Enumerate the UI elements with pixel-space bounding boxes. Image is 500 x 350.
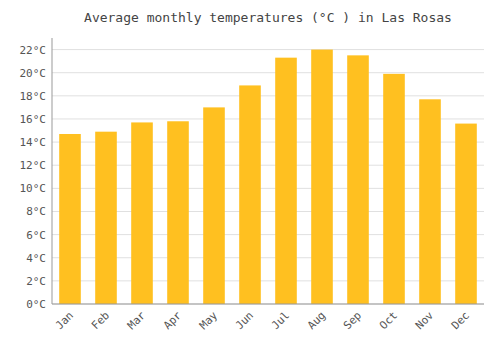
grid-line xyxy=(52,72,484,73)
y-tick-label: 16°C xyxy=(20,113,47,126)
bars xyxy=(59,50,477,304)
grid xyxy=(52,50,484,304)
x-tick-label: Sep xyxy=(341,309,364,332)
bar xyxy=(95,132,117,304)
bar xyxy=(167,121,189,304)
y-tick-label: 6°C xyxy=(26,229,46,242)
y-tick-label: 20°C xyxy=(20,67,47,80)
y-tick-label: 12°C xyxy=(20,159,47,172)
chart: Average monthly temperatures (°C ) in La… xyxy=(0,0,500,350)
bar xyxy=(419,99,441,304)
bar xyxy=(59,134,81,304)
page: {"chart_data": {"type": "bar", "title": … xyxy=(0,0,500,350)
x-tick-label: Mar xyxy=(125,309,149,333)
y-axis-line xyxy=(52,38,53,304)
bar xyxy=(455,124,477,304)
x-tick-label: Nov xyxy=(413,309,437,333)
y-axis: 0°C 2°C 4°C 6°C 8°C 10°C 12°C 14°C 16°C 18°C 20°C 2… xyxy=(20,44,47,311)
x-axis: Jan Feb Mar Apr May Jun Jul Aug Sep Oct Nov Dec xyxy=(53,309,472,333)
x-tick-label: Apr xyxy=(161,309,185,333)
y-tick-label: 22°C xyxy=(20,44,47,57)
title: Average monthly temperatures (°C ) in La… xyxy=(84,10,452,25)
y-tick-label: 14°C xyxy=(20,136,47,149)
bar xyxy=(311,50,333,304)
bar xyxy=(383,74,405,304)
bar xyxy=(239,85,261,304)
x-tick-label: Aug xyxy=(305,309,328,332)
bar xyxy=(203,107,225,304)
y-tick-label: 4°C xyxy=(26,252,46,265)
bar xyxy=(131,122,153,304)
grid-line xyxy=(52,304,484,305)
x-tick-label: Jan xyxy=(53,309,76,332)
x-tick-label: Oct xyxy=(377,309,400,332)
y-tick-label: 18°C xyxy=(20,90,47,103)
x-tick-label: Jun xyxy=(233,309,256,332)
y-tick-label: 2°C xyxy=(26,275,46,288)
y-tick-label: 10°C xyxy=(20,182,47,195)
grid-line xyxy=(52,95,484,96)
x-tick-label: May xyxy=(197,309,221,333)
x-tick-label: Jul xyxy=(269,309,292,332)
x-tick-label: Feb xyxy=(89,309,112,332)
bar xyxy=(347,55,369,304)
grid-line xyxy=(52,49,484,50)
x-tick-label: Dec xyxy=(449,309,472,332)
y-tick-label: 0°C xyxy=(26,298,46,311)
y-tick-label: 8°C xyxy=(26,205,46,218)
x-axis-line xyxy=(52,304,484,305)
bar xyxy=(275,58,297,304)
